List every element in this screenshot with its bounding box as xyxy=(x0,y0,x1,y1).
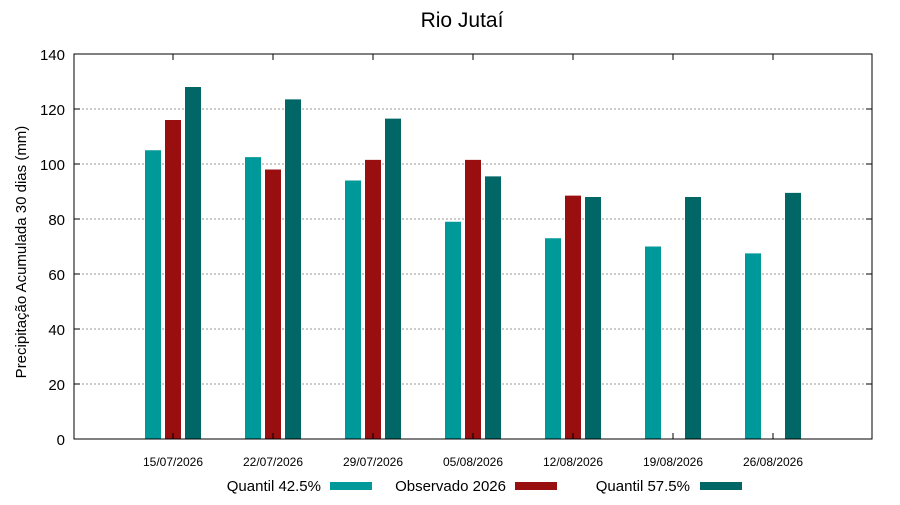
legend-swatch xyxy=(330,482,372,490)
bar xyxy=(345,180,361,439)
legend: Quantil 42.5% Observado 2026 Quantil 57.5% xyxy=(227,478,742,495)
bar xyxy=(385,118,401,439)
legend-swatch xyxy=(700,482,742,490)
y-axis: 0 20 40 60 80 100 120 140 xyxy=(40,47,872,449)
legend-label: Quantil 42.5% xyxy=(227,478,321,495)
x-tick-label: 15/07/2026 xyxy=(143,455,203,469)
y-tick-label: 120 xyxy=(40,102,65,119)
chart-title: Rio Jutaí xyxy=(421,9,504,32)
bar xyxy=(185,87,201,439)
bar xyxy=(485,176,501,439)
bar xyxy=(145,150,161,439)
x-tick-label: 26/08/2026 xyxy=(743,455,803,469)
bar xyxy=(645,246,661,439)
bar xyxy=(165,120,181,439)
bars xyxy=(145,87,801,439)
bar xyxy=(265,169,281,439)
x-tick-label: 22/07/2026 xyxy=(243,455,303,469)
bar xyxy=(585,197,601,439)
y-tick-label: 20 xyxy=(48,377,65,394)
y-tick-label: 60 xyxy=(48,267,65,284)
bar xyxy=(365,159,381,439)
y-tick-label: 100 xyxy=(40,157,65,174)
y-tick-label: 40 xyxy=(48,322,65,339)
y-tick-label: 140 xyxy=(40,47,65,64)
x-tick-label: 29/07/2026 xyxy=(343,455,403,469)
x-tick-label: 12/08/2026 xyxy=(543,455,603,469)
x-tick-label: 05/08/2026 xyxy=(443,455,503,469)
bar xyxy=(545,238,561,439)
legend-label: Quantil 57.5% xyxy=(596,478,690,495)
legend-label: Observado 2026 xyxy=(395,478,506,495)
x-axis: 15/07/2026 22/07/2026 29/07/2026 05/08/2026… xyxy=(143,54,803,469)
x-tick-label: 19/08/2026 xyxy=(643,455,703,469)
bar xyxy=(465,159,481,439)
y-tick-label: 80 xyxy=(48,212,65,229)
bar xyxy=(565,195,581,439)
legend-swatch xyxy=(515,482,557,490)
bar xyxy=(245,157,261,439)
gridlines xyxy=(74,108,872,385)
y-tick-label: 0 xyxy=(57,432,65,449)
bar xyxy=(445,221,461,439)
y-axis-label: Precipitação Acumulada 30 dias (mm) xyxy=(13,126,30,379)
bar xyxy=(745,253,761,439)
bar xyxy=(685,197,701,439)
bar xyxy=(785,192,801,439)
bar xyxy=(285,99,301,439)
